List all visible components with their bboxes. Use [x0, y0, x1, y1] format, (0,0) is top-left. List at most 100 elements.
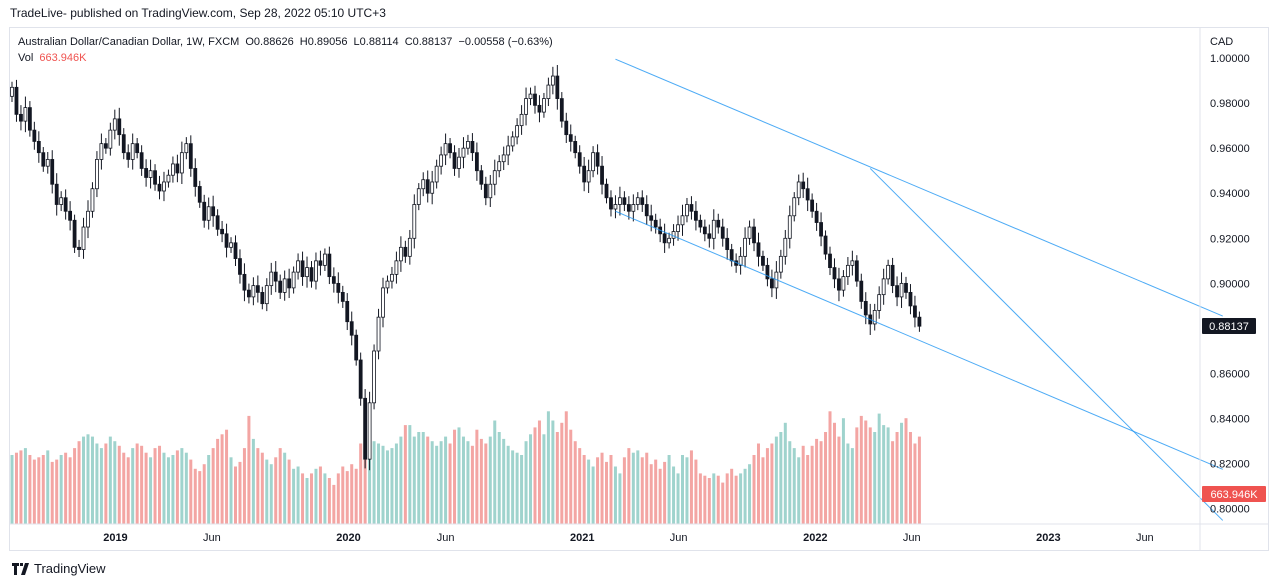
volume-label[interactable]: Vol	[18, 52, 34, 64]
candle-body	[291, 271, 296, 289]
candle-body	[533, 93, 537, 106]
high-value: H0.89056	[299, 36, 348, 48]
candle-body	[403, 246, 408, 257]
candle-body	[139, 152, 144, 169]
volume-bar	[774, 436, 778, 524]
candle-body	[457, 156, 461, 169]
volume-bar	[55, 459, 59, 524]
volume-bar	[457, 427, 461, 524]
volume-bar	[426, 436, 430, 524]
volume-bar	[573, 441, 577, 524]
volume-bar	[824, 432, 828, 524]
volume-bar	[435, 445, 439, 524]
volume-bar	[251, 438, 255, 524]
candle-body	[278, 280, 283, 293]
volume-bar	[385, 450, 389, 524]
volume-bar	[430, 441, 434, 524]
candle-body	[336, 282, 341, 293]
candle-body	[358, 359, 363, 399]
candle-body	[595, 152, 600, 167]
volume-bar	[265, 459, 269, 524]
candle-body	[157, 183, 162, 192]
volume-bar	[578, 448, 582, 524]
candle-body	[778, 255, 783, 273]
volume-bar	[913, 443, 917, 524]
trendline[interactable]	[615, 58, 1223, 317]
candle-body	[747, 226, 752, 239]
time-tick-label: 2020	[336, 532, 360, 544]
candle-body	[135, 143, 140, 154]
candle-body	[255, 285, 260, 293]
candle-body	[238, 258, 242, 275]
volume-bar	[770, 443, 774, 524]
change-value: −0.00558 (−0.63%)	[458, 36, 553, 48]
trendline[interactable]	[869, 168, 1224, 521]
volume-bar	[242, 448, 246, 524]
candle-body	[720, 226, 725, 239]
candle-body	[242, 273, 247, 291]
candle-body	[626, 204, 631, 212]
volume-bar	[917, 436, 921, 524]
candle-body	[233, 242, 238, 259]
volume-bar	[600, 452, 604, 524]
volume-bar	[707, 478, 711, 524]
volume-bar	[832, 422, 836, 524]
candle-body	[412, 204, 417, 239]
volume-bar	[363, 415, 367, 524]
volume-bar	[126, 457, 130, 524]
volume-bar	[301, 473, 305, 524]
candle-body	[845, 264, 850, 278]
candle-body	[814, 210, 819, 223]
volume-bar	[891, 441, 895, 524]
candle-body	[904, 282, 908, 293]
symbol-name[interactable]: Australian Dollar/Canadian Dollar, 1W, F…	[18, 36, 240, 48]
candle-body	[376, 316, 381, 352]
candle-body	[193, 168, 198, 187]
candle-body	[443, 143, 448, 156]
volume-bar	[229, 457, 233, 524]
volume-bar	[108, 436, 112, 524]
volume-bar	[283, 452, 287, 524]
candle-body	[162, 181, 166, 192]
candle-body	[863, 301, 868, 316]
candle-body	[515, 125, 520, 138]
candle-body	[680, 215, 685, 226]
candle-body	[461, 147, 466, 158]
volume-row: Vol 663.946K	[18, 50, 556, 66]
footer-brand[interactable]: TradingView	[12, 561, 106, 576]
volume-bar	[663, 461, 667, 524]
volume-bar	[403, 425, 407, 524]
volume-bar	[28, 455, 32, 524]
candle-body	[247, 289, 251, 298]
volume-bar	[479, 438, 483, 524]
volume-bar	[900, 422, 904, 524]
volume-bar	[292, 468, 296, 524]
candle-body	[54, 183, 59, 205]
volume-bar	[734, 475, 738, 524]
time-axis: 2019 Jun 2020 Jun 2021 Jun 2022 Jun 2023 Jun	[103, 532, 1153, 544]
candle-body	[702, 226, 707, 235]
volume-bar	[698, 473, 702, 524]
volume-bar	[354, 468, 358, 524]
candles	[10, 65, 922, 471]
volume-bar	[390, 448, 394, 524]
volume-bar	[591, 466, 595, 524]
candle-body	[810, 199, 815, 212]
volume-bar	[122, 452, 126, 524]
volume-bar	[23, 448, 27, 524]
volume-bar	[73, 448, 77, 524]
candle-body	[886, 264, 891, 280]
trendline[interactable]	[615, 210, 1223, 470]
candle-body	[251, 285, 256, 298]
candle-body	[430, 181, 435, 194]
volume-bar	[515, 452, 519, 524]
volume-bar	[649, 464, 653, 524]
volume-bar	[175, 450, 179, 524]
candle-body	[63, 197, 68, 212]
candle-body	[229, 242, 233, 248]
price-tick-label: 0.90000	[1210, 278, 1250, 290]
candle-body	[108, 129, 113, 149]
volume-bar	[756, 443, 760, 524]
candle-body	[188, 143, 193, 169]
